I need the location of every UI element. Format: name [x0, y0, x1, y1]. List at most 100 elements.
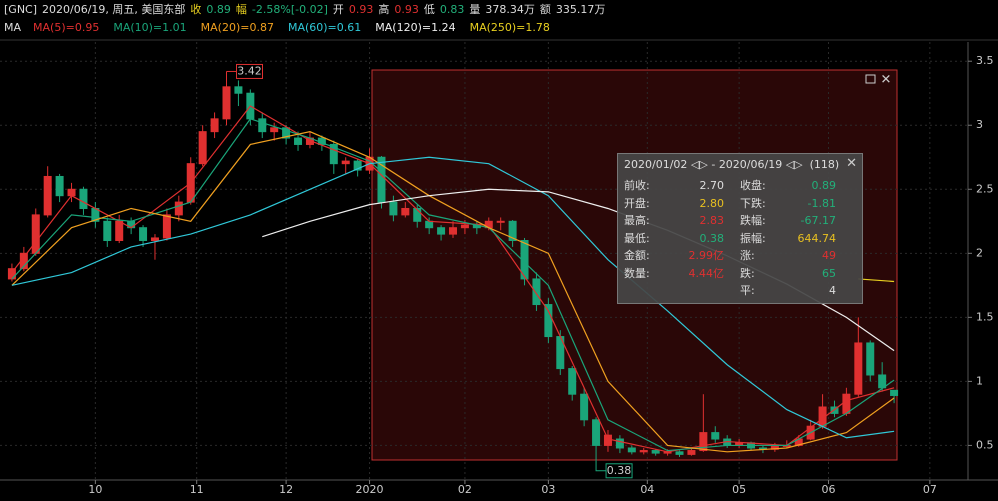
candle-body: [139, 227, 148, 242]
candle-body: [508, 220, 517, 242]
info-value: 0.89: [811, 179, 837, 192]
candle-body: [532, 278, 541, 306]
header-item: 开: [332, 3, 344, 16]
y-tick-label: 1.5: [976, 310, 994, 323]
x-tick-label: 05: [732, 483, 746, 496]
low-label: 0.38: [607, 464, 632, 477]
ma-line: [11, 156, 895, 439]
header-item: 0.89: [206, 3, 231, 16]
info-value: 2.83: [699, 214, 725, 227]
header-item: 额: [539, 3, 551, 16]
candle-body: [162, 214, 171, 239]
info-value: 2.70: [699, 179, 725, 192]
candle-body: [234, 86, 243, 94]
candle-body: [174, 201, 183, 216]
info-label: 下跌:: [740, 196, 766, 210]
info-row: 前收: 2.70: [624, 177, 724, 194]
x-tick-label: 03: [541, 483, 555, 496]
candle-body: [449, 227, 458, 235]
candle-body: [687, 450, 696, 455]
candle-body: [544, 304, 553, 338]
header-item: [GNC]: [4, 3, 38, 16]
candle-body: [615, 438, 624, 449]
maximize-button[interactable]: [865, 74, 876, 84]
x-tick-label: 11: [190, 483, 204, 496]
header-item: 2020/06/19, 周五, 美国东部: [42, 3, 186, 16]
range-info-panel: 2020/01/02 ◁▷ - 2020/06/19 ◁▷ (118) ✕ 前收…: [617, 153, 863, 304]
info-row: 振幅: 644.74: [740, 230, 836, 247]
info-row: 收盘: 0.89: [740, 177, 836, 194]
info-row: 跌幅: -67.17: [740, 212, 836, 229]
candle-body: [496, 220, 505, 223]
info-label: 数量:: [624, 266, 650, 280]
y-tick-label: 3.5: [976, 54, 994, 67]
info-label: 开盘:: [624, 196, 650, 210]
header-item: 335.17万: [555, 3, 606, 16]
info-row: 跌: 65: [740, 265, 836, 282]
count: (118): [809, 158, 840, 171]
x-tick-label: 07: [923, 483, 937, 496]
candle-body: [79, 188, 88, 209]
header-item: 0.93: [394, 3, 419, 16]
high-label: 3.42: [237, 64, 262, 77]
info-row: 下跌: -1.81: [740, 195, 836, 212]
x-tick-label: 06: [822, 483, 836, 496]
candle-body: [258, 118, 267, 133]
y-tick-label: 2: [976, 246, 983, 259]
ma-line: [11, 118, 895, 452]
candle-body: [43, 175, 52, 216]
low-label-box: [605, 463, 633, 479]
header-item: 低: [423, 3, 435, 16]
candle-body: [198, 131, 207, 165]
candle-body: [603, 434, 612, 446]
info-row: 开盘: 2.80: [624, 195, 724, 212]
candle-body: [413, 207, 422, 222]
info-row: 最低: 0.38: [624, 230, 724, 247]
candle-body: [282, 127, 291, 139]
candle-body: [377, 156, 386, 203]
info-row: 平: 4: [740, 282, 836, 299]
legend-title: MA: [4, 21, 22, 34]
info-label: 振幅:: [740, 231, 766, 245]
x-tick-label: 12: [279, 483, 293, 496]
close-button[interactable]: ✕: [846, 156, 857, 171]
candle-body: [103, 220, 112, 242]
info-value: 49: [822, 249, 836, 262]
info-value: -1.81: [807, 196, 836, 210]
header-item: 收: [190, 3, 202, 16]
info-value: 2.80: [699, 196, 725, 210]
close-button[interactable]: ✕: [881, 73, 892, 88]
candle-body: [460, 224, 469, 229]
candle-body: [210, 118, 219, 133]
ma-line: [11, 131, 895, 453]
info-label: 最高:: [624, 214, 650, 227]
candle-body: [878, 374, 887, 389]
candle-body: [592, 419, 601, 446]
info-row: 涨: 49: [740, 247, 836, 264]
y-tick-label: 1: [976, 374, 983, 387]
x-tick-label: 02: [458, 483, 472, 496]
y-tick-label: 0.5: [976, 438, 994, 451]
candle-body: [401, 207, 410, 216]
candle-body: [270, 127, 279, 133]
candle-body: [437, 227, 446, 235]
info-label: 收盘:: [740, 179, 766, 192]
info-value: 4: [829, 284, 836, 297]
legend-entry: MA(60)=0.61: [287, 21, 362, 34]
candle-body: [890, 389, 899, 396]
separator: -: [711, 158, 716, 171]
header-item: 幅: [235, 3, 247, 16]
candle-body: [341, 160, 350, 165]
legend-entry: MA(20)=0.87: [200, 21, 274, 34]
info-value: 2.99亿: [688, 249, 725, 262]
end-date: 2020/06/19: [718, 158, 783, 171]
info-label: 金额:: [624, 249, 650, 262]
candle-body: [329, 143, 338, 165]
candle-body: [651, 450, 660, 454]
info-value: 65: [822, 266, 836, 280]
header-item: 量: [469, 3, 481, 16]
range-header: 2020/01/02 ◁▷ - 2020/06/19 ◁▷ (118): [624, 158, 840, 171]
candle-body: [866, 342, 875, 376]
candle-body: [67, 188, 76, 197]
